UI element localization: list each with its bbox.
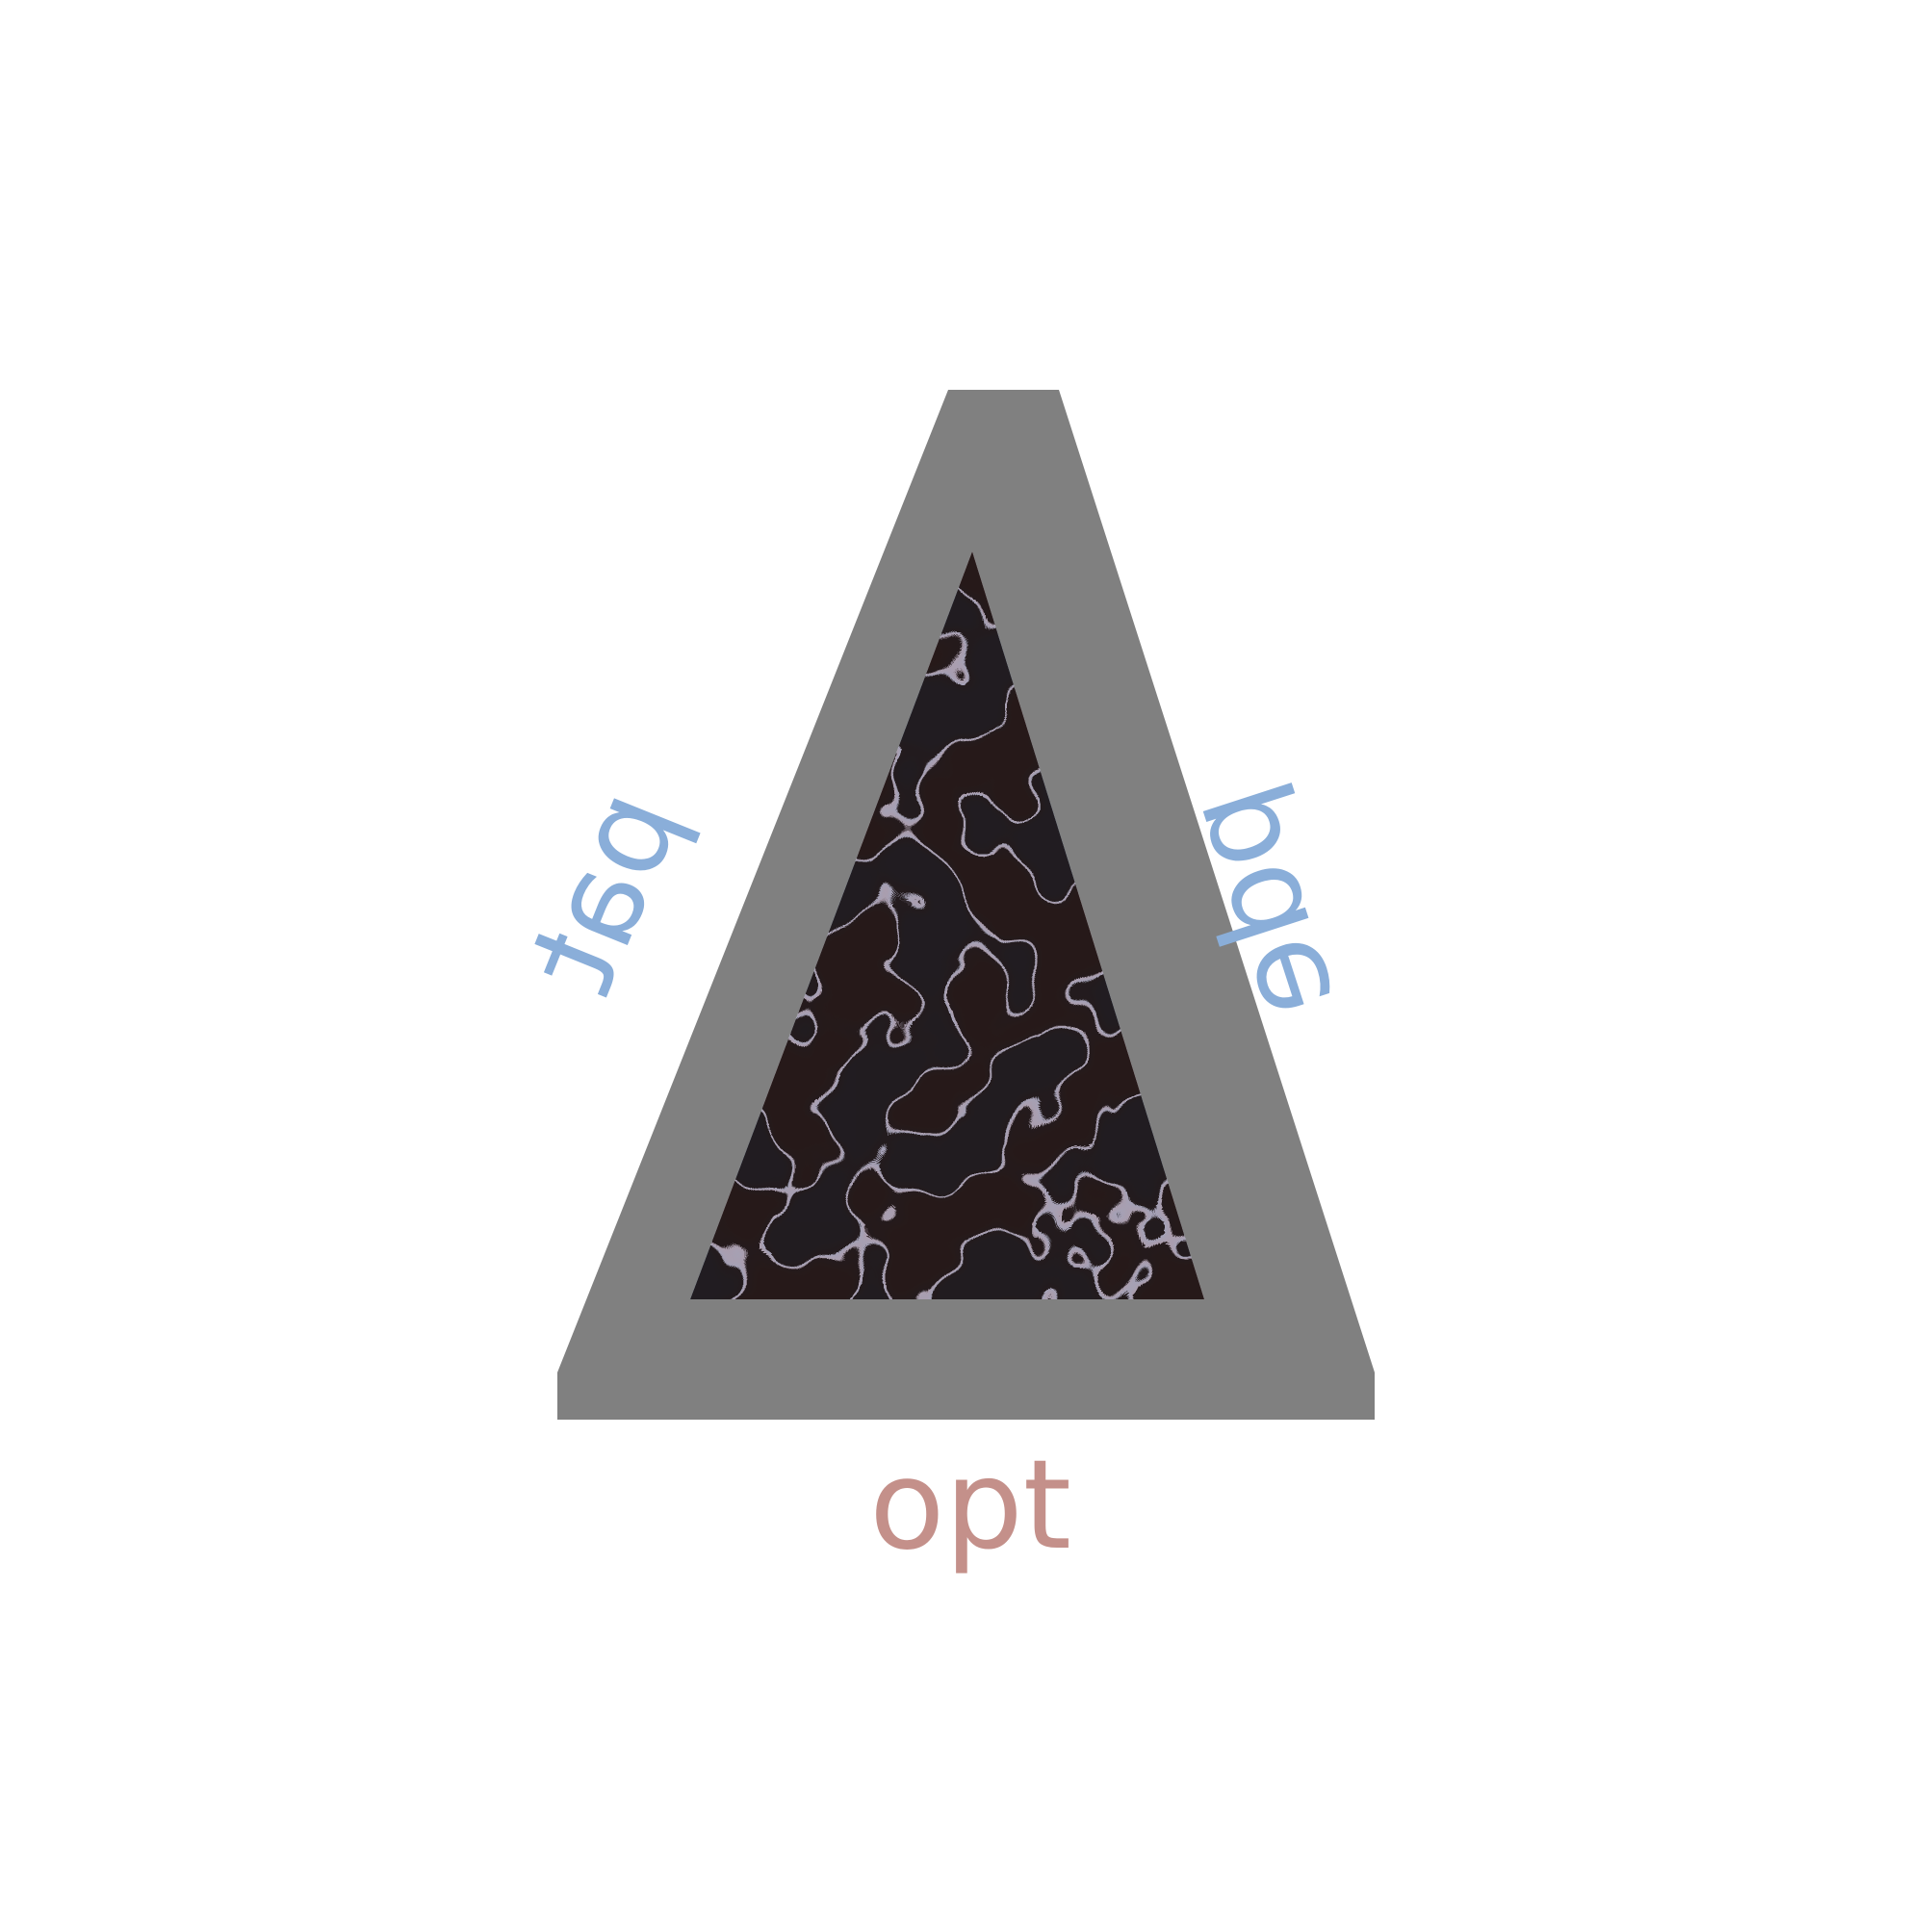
label-bottom: opt bbox=[869, 1434, 1071, 1577]
label-left: pat bbox=[500, 771, 708, 1012]
delta-frame bbox=[557, 390, 1375, 1420]
